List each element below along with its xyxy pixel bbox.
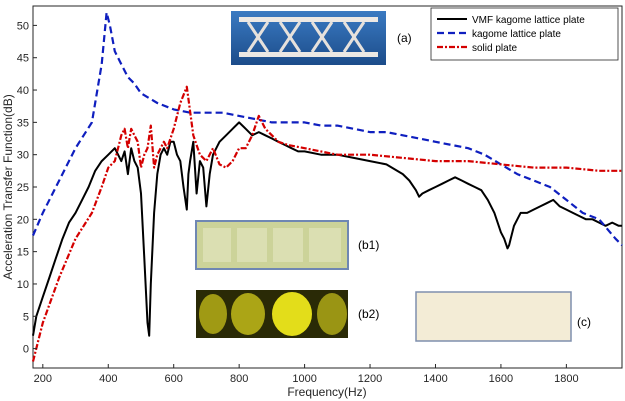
x-axis-label: Frequency(Hz) [287,385,366,399]
inset-b1-label: (b1) [358,238,379,252]
y-tick-label: 5 [23,311,29,323]
inset-c-label: (c) [577,315,591,329]
y-axis-label: Acceleration Transfer Function(dB) [1,94,15,279]
inset-a-struts [246,21,366,53]
ticks-layer: 200 400 600 800 1000 1200 1400 1600 1800 0 5 10 15 20… [17,20,579,385]
x-tick-label: 1200 [358,373,382,385]
inset-b1: (b1) [195,220,379,270]
y-tick-label: 20 [17,214,29,226]
legend-label-kagome: kagome lattice plate [472,29,561,40]
x-tick-label: 800 [230,373,248,385]
x-tick-label: 1400 [423,373,447,385]
legend: VMF kagome lattice plate kagome lattice … [430,7,619,61]
x-tick-label: 1800 [554,373,578,385]
inset-a: (a) [231,11,412,65]
y-tick-label: 50 [17,20,29,32]
y-tick-label: 45 [17,53,29,65]
y-tick-label: 30 [17,150,29,162]
inset-b2: (b2) [196,290,379,338]
series-line-0 [32,121,622,337]
legend-label-solid: solid plate [472,43,517,54]
inset-a-bottom-face [239,52,378,57]
inset-c: (c) [415,291,591,342]
x-tick-label: 1600 [489,373,513,385]
y-tick-label: 15 [17,247,29,259]
series-layer [31,11,623,362]
inset-b2-cells [199,292,347,336]
inset-a-label: (a) [397,31,412,45]
y-tick-label: 10 [17,279,29,291]
x-tick-label: 200 [34,373,52,385]
y-tick-label: 35 [17,117,29,129]
inset-a-top-face [239,17,378,22]
inset-b1-cells [203,228,341,262]
inset-b2-label: (b2) [358,307,379,321]
series-line-2 [31,85,622,362]
x-tick-label: 600 [165,373,183,385]
plot-area: 200 400 600 800 1000 1200 1400 1600 1800 0 5 10 15 20… [17,5,623,385]
inset-c-photo [415,291,572,342]
series-line-1 [31,11,623,246]
x-tick-label: 1000 [292,373,316,385]
legend-label-vmf: VMF kagome lattice plate [472,15,585,26]
x-tick-label: 400 [99,373,117,385]
y-tick-label: 25 [17,182,29,194]
y-tick-label: 0 [23,344,29,356]
y-tick-label: 40 [17,85,29,97]
